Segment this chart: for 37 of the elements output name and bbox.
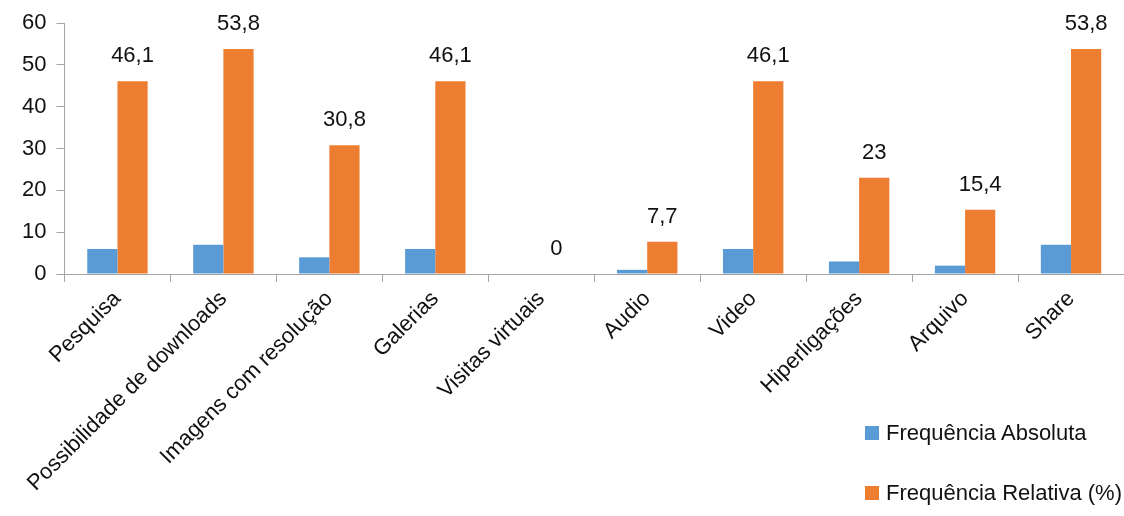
y-tick-label: 0 <box>34 260 47 286</box>
legend-label: Frequência Relativa (%) <box>886 480 1122 506</box>
y-tick-label: 10 <box>21 218 47 244</box>
y-tick-label: 30 <box>21 134 47 160</box>
data-label: 46,1 <box>111 42 154 68</box>
y-tick-label: 20 <box>21 176 47 202</box>
data-label: 30,8 <box>323 106 366 132</box>
bar <box>828 261 860 274</box>
bar <box>753 81 784 274</box>
data-label: 46,1 <box>428 42 472 68</box>
y-tick-label: 50 <box>21 51 47 77</box>
bar <box>435 81 466 274</box>
bar <box>1071 49 1102 274</box>
data-label: 0 <box>550 235 563 261</box>
bar <box>299 257 330 274</box>
data-label: 15,4 <box>958 170 1002 196</box>
bar <box>934 265 966 274</box>
bar <box>859 177 890 274</box>
bar <box>1040 244 1072 274</box>
bar <box>405 248 436 274</box>
data-label: 23 <box>861 138 887 164</box>
data-label: 7,7 <box>647 202 678 228</box>
bar <box>329 145 360 274</box>
bar <box>965 209 996 274</box>
bar <box>117 81 148 274</box>
bar <box>617 269 648 274</box>
y-tick-label: 40 <box>21 92 47 118</box>
bar <box>87 248 118 274</box>
data-label: 53,8 <box>217 10 260 36</box>
y-tick-label: 60 <box>21 9 47 35</box>
bar <box>193 244 224 274</box>
data-label: 46,1 <box>746 42 790 68</box>
legend-label: Frequência Absoluta <box>886 420 1087 446</box>
data-label: 53,8 <box>1064 10 1108 36</box>
bar <box>647 241 678 274</box>
bar <box>223 49 254 274</box>
bar <box>722 248 754 274</box>
